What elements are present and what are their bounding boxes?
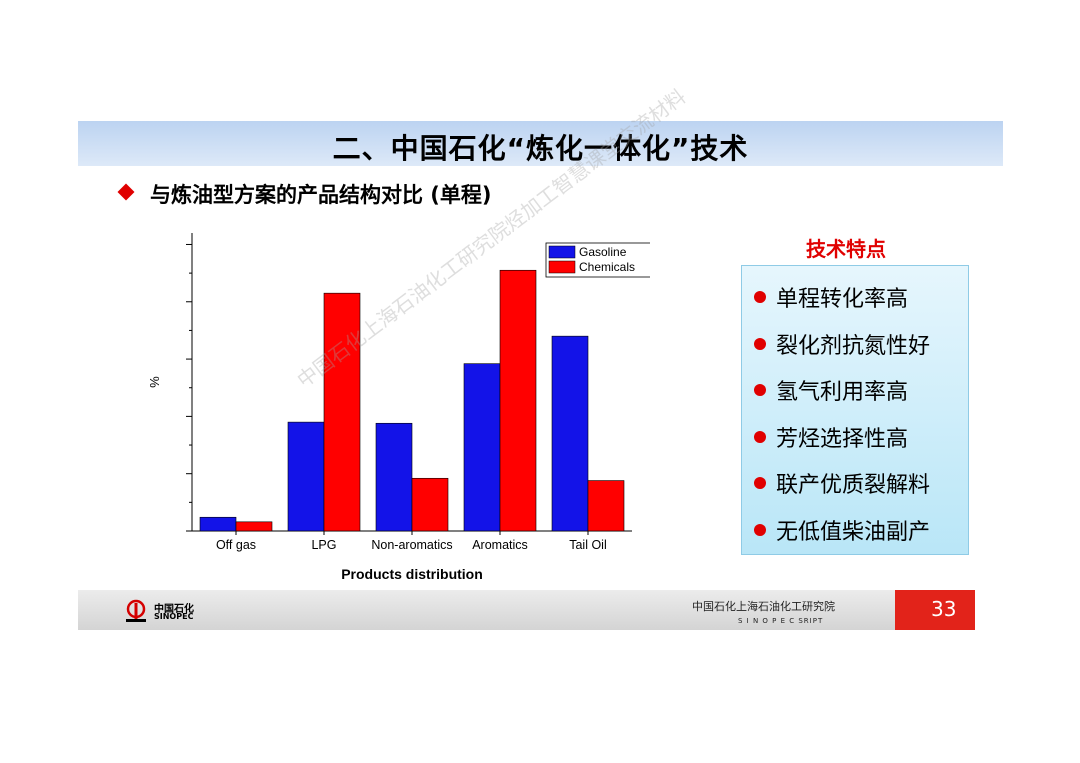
x-tick-label: Aromatics — [472, 538, 528, 552]
diamond-bullet-icon — [117, 183, 135, 201]
features-box: 单程转化率高 裂化剂抗氮性好 氢气利用率高 芳烃选择性高 联产优质裂解料 无低值柴油副产 — [741, 265, 969, 555]
feature-text: 芳烃选择性高 — [776, 426, 909, 452]
red-dot-bullet-icon — [754, 523, 766, 536]
footer-bar: 中国石化 SINOPEC 中国石化上海石油化工研究院 S I N O P E C… — [78, 590, 975, 630]
bar-gasoline — [463, 363, 501, 532]
feature-item: 芳烃选择性高 — [754, 420, 908, 454]
logo-en: SINOPEC — [154, 612, 194, 621]
sinopec-logo-icon — [126, 599, 146, 622]
slide-title: 二、中国石化“炼化一体化”技术 — [332, 132, 749, 165]
page-number: 33 — [931, 597, 957, 621]
feature-item: 无低值柴油副产 — [754, 513, 930, 547]
x-axis-label: Products distribution — [341, 566, 483, 582]
title-bar: 二、中国石化“炼化一体化”技术 — [78, 121, 1003, 166]
feature-text: 氢气利用率高 — [776, 380, 909, 405]
page-number-box: 33 — [895, 590, 975, 630]
bar-chemicals — [323, 292, 361, 532]
x-tick-label: LPG — [311, 538, 336, 552]
y-axis-label: % — [147, 376, 162, 388]
bar-chart: % Off gas LPG Non-aromatics Aromatics Tail Oi… — [147, 233, 650, 582]
feature-item: 单程转化率高 — [754, 280, 908, 314]
red-dot-bullet-icon — [754, 477, 766, 489]
legend-label: Gasoline — [579, 245, 627, 259]
bar-gasoline — [551, 335, 589, 532]
bar-chemicals — [499, 269, 537, 532]
bar-gasoline — [199, 516, 237, 532]
red-dot-bullet-icon — [754, 291, 766, 303]
feature-text: 裂化剂抗氮性好 — [776, 333, 931, 359]
org-name-en: S I N O P E C SRIPT — [738, 617, 824, 625]
features-title: 技术特点 — [806, 237, 886, 261]
red-dot-bullet-icon — [754, 430, 766, 443]
legend-swatch — [548, 245, 576, 259]
bar-chemicals — [235, 521, 273, 532]
feature-item: 氢气利用率高 — [754, 373, 908, 407]
logo-cn: 中国石化 — [154, 604, 194, 615]
bar-gasoline — [375, 422, 413, 532]
bar-chemicals — [411, 477, 449, 532]
feature-item: 裂化剂抗氮性好 — [754, 327, 930, 361]
feature-text: 单程转化率高 — [776, 287, 909, 312]
bar-gasoline — [287, 421, 325, 532]
x-tick-label: Off gas — [216, 538, 256, 552]
slide-subtitle: 与炼油型方案的产品结构对比 (单程) — [150, 183, 492, 207]
legend-swatch — [548, 260, 576, 274]
feature-text: 无低值柴油副产 — [776, 519, 931, 545]
red-dot-bullet-icon — [754, 337, 766, 350]
feature-text: 联产优质裂解料 — [776, 473, 931, 498]
x-tick-label: Tail Oil — [569, 538, 607, 552]
red-dot-bullet-icon — [754, 384, 766, 396]
bar-chemicals — [587, 480, 625, 532]
x-tick-label: Non-aromatics — [371, 538, 452, 552]
org-name-cn: 中国石化上海石油化工研究院 — [692, 600, 835, 613]
legend-label: Chemicals — [579, 260, 635, 274]
feature-item: 联产优质裂解料 — [754, 466, 930, 500]
